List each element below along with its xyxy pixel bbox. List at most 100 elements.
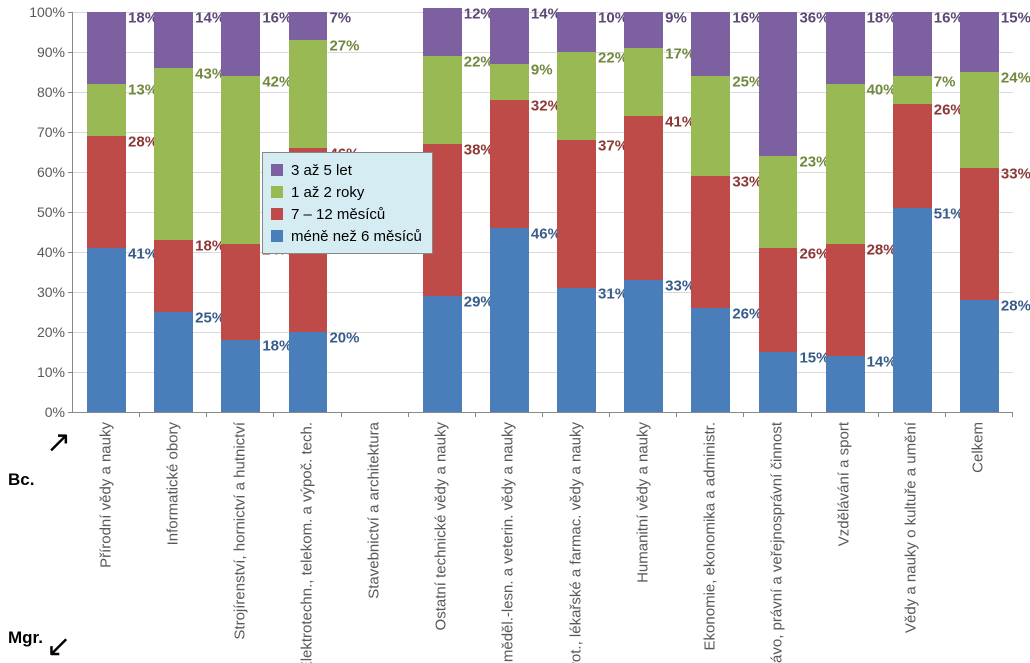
bar-segment: 33%: [624, 280, 663, 412]
bar-segment: 14%: [154, 12, 193, 68]
legend-label: 3 až 5 let: [291, 162, 352, 179]
bar-segment: 42%: [221, 76, 260, 244]
legend-item: 3 až 5 let: [271, 159, 422, 181]
bar-segment: 28%: [826, 244, 865, 356]
bar-segment: 7%: [289, 12, 328, 40]
bar-segment: 26%: [691, 308, 730, 412]
bar-segment: 31%: [557, 288, 596, 412]
arrow-up-icon: ↗: [46, 428, 71, 458]
chart-legend: 3 až 5 let1 až 2 roky7 – 12 měsícůméně n…: [262, 152, 433, 254]
bar-segment: 33%: [960, 168, 999, 300]
bar-segment: 28%: [87, 136, 126, 248]
bar-segment: 16%: [691, 12, 730, 76]
bar-value-label: 7%: [329, 10, 351, 27]
bar-segment: 23%: [759, 156, 798, 248]
bar-segment: 25%: [154, 312, 193, 412]
bar-column: 31%37%22%10%: [557, 12, 596, 412]
bar-segment: 18%: [154, 240, 193, 312]
legend-label: méně než 6 měsíců: [291, 228, 422, 245]
y-tick-label: 70%: [37, 124, 73, 140]
bar-column: 25%18%43%14%: [154, 12, 193, 412]
bar-segment: 18%: [87, 12, 126, 84]
bar-segment: 41%: [624, 116, 663, 280]
bar-segment: 9%: [624, 12, 663, 48]
legend-label: 1 až 2 roky: [291, 184, 364, 201]
bar-segment: 46%: [490, 228, 529, 412]
bar-column: 26%33%25%16%: [691, 12, 730, 412]
bar-column: 18%24%42%16%: [221, 12, 260, 412]
bar-segment: 28%: [960, 300, 999, 412]
label-bc: Bc.: [8, 470, 34, 490]
bar-column: 14%28%40%18%: [826, 12, 865, 412]
bar-value-label: 33%: [1001, 166, 1030, 183]
bar-column: 28%33%24%15%: [960, 12, 999, 412]
x-tick-mark: [609, 412, 610, 417]
x-tick-mark: [542, 412, 543, 417]
y-tick-label: 40%: [37, 244, 73, 260]
bar-segment: 9%: [490, 64, 529, 100]
bar-segment: 32%: [490, 100, 529, 228]
category-label: Informatické obory: [164, 422, 181, 545]
bar-segment: 7%: [893, 76, 932, 104]
x-tick-mark: [139, 412, 140, 417]
category-label: Stavebnictví a architektura: [366, 422, 383, 599]
chart-plot-area: 0%10%20%30%40%50%60%70%80%90%100%41%28%1…: [72, 12, 1013, 413]
bar-value-label: 9%: [665, 10, 687, 27]
bar-segment: 40%: [826, 84, 865, 244]
bar-segment: 14%: [490, 8, 529, 64]
legend-swatch: [271, 186, 283, 198]
y-tick-label: 80%: [37, 84, 73, 100]
arrow-down-icon: ↙: [46, 632, 71, 662]
category-label: Strojírenství, hornictví a hutnictví: [231, 422, 248, 640]
bar-segment: 13%: [87, 84, 126, 136]
x-tick-mark: [273, 412, 274, 417]
x-tick-mark: [475, 412, 476, 417]
x-tick-mark: [743, 412, 744, 417]
bar-segment: 29%: [423, 296, 462, 412]
legend-swatch: [271, 208, 283, 220]
bar-value-label: 24%: [1001, 70, 1030, 87]
y-tick-label: 10%: [37, 364, 73, 380]
bar-segment: 20%: [289, 332, 328, 412]
y-tick-label: 30%: [37, 284, 73, 300]
bar-column: 33%41%17%9%: [624, 12, 663, 412]
category-label: Zdravot., lékařské a farmac. vědy a nauk…: [567, 422, 584, 663]
category-label: Vzdělávání a sport: [836, 422, 853, 546]
bar-segment: 16%: [221, 12, 260, 76]
category-label: Vědy a nauky o kultuře a umění: [903, 422, 920, 633]
x-tick-mark: [676, 412, 677, 417]
bar-column: 46%32%9%14%: [490, 12, 529, 412]
y-tick-label: 50%: [37, 204, 73, 220]
y-tick-label: 60%: [37, 164, 73, 180]
y-tick-label: 0%: [45, 404, 73, 420]
x-tick-mark: [811, 412, 812, 417]
bar-column: 15%26%23%36%: [759, 12, 798, 412]
bar-segment: 24%: [221, 244, 260, 340]
category-label: Ostatní technické vědy a nauky: [433, 422, 450, 630]
bar-value-label: 28%: [1001, 298, 1030, 315]
y-tick-label: 100%: [29, 4, 73, 20]
bar-segment: 41%: [87, 248, 126, 412]
x-tick-mark: [206, 412, 207, 417]
label-mgr: Mgr.: [8, 628, 43, 648]
category-label: Humanitní vědy a nauky: [634, 422, 651, 583]
bar-segment: 51%: [893, 208, 932, 412]
bar-segment: 15%: [960, 12, 999, 72]
bar-segment: 22%: [557, 52, 596, 140]
bar-segment: 14%: [826, 356, 865, 412]
bar-value-label: 9%: [531, 62, 553, 79]
bar-segment: 37%: [557, 140, 596, 288]
x-tick-mark: [945, 412, 946, 417]
category-label: Právo, právní a veřejnosprávní činnost: [769, 422, 786, 663]
bar-segment: 10%: [557, 12, 596, 52]
bar-segment: 26%: [759, 248, 798, 352]
legend-item: 1 až 2 roky: [271, 181, 422, 203]
y-tick-label: 90%: [37, 44, 73, 60]
x-tick-mark: [341, 412, 342, 417]
x-tick-mark: [878, 412, 879, 417]
bar-segment: 36%: [759, 12, 798, 156]
bar-segment: 33%: [691, 176, 730, 308]
category-label: Celkem: [970, 422, 987, 473]
category-label: Zeměděl.-lesn. a veterin. vědy a nauky: [500, 422, 517, 663]
legend-swatch: [271, 230, 283, 242]
